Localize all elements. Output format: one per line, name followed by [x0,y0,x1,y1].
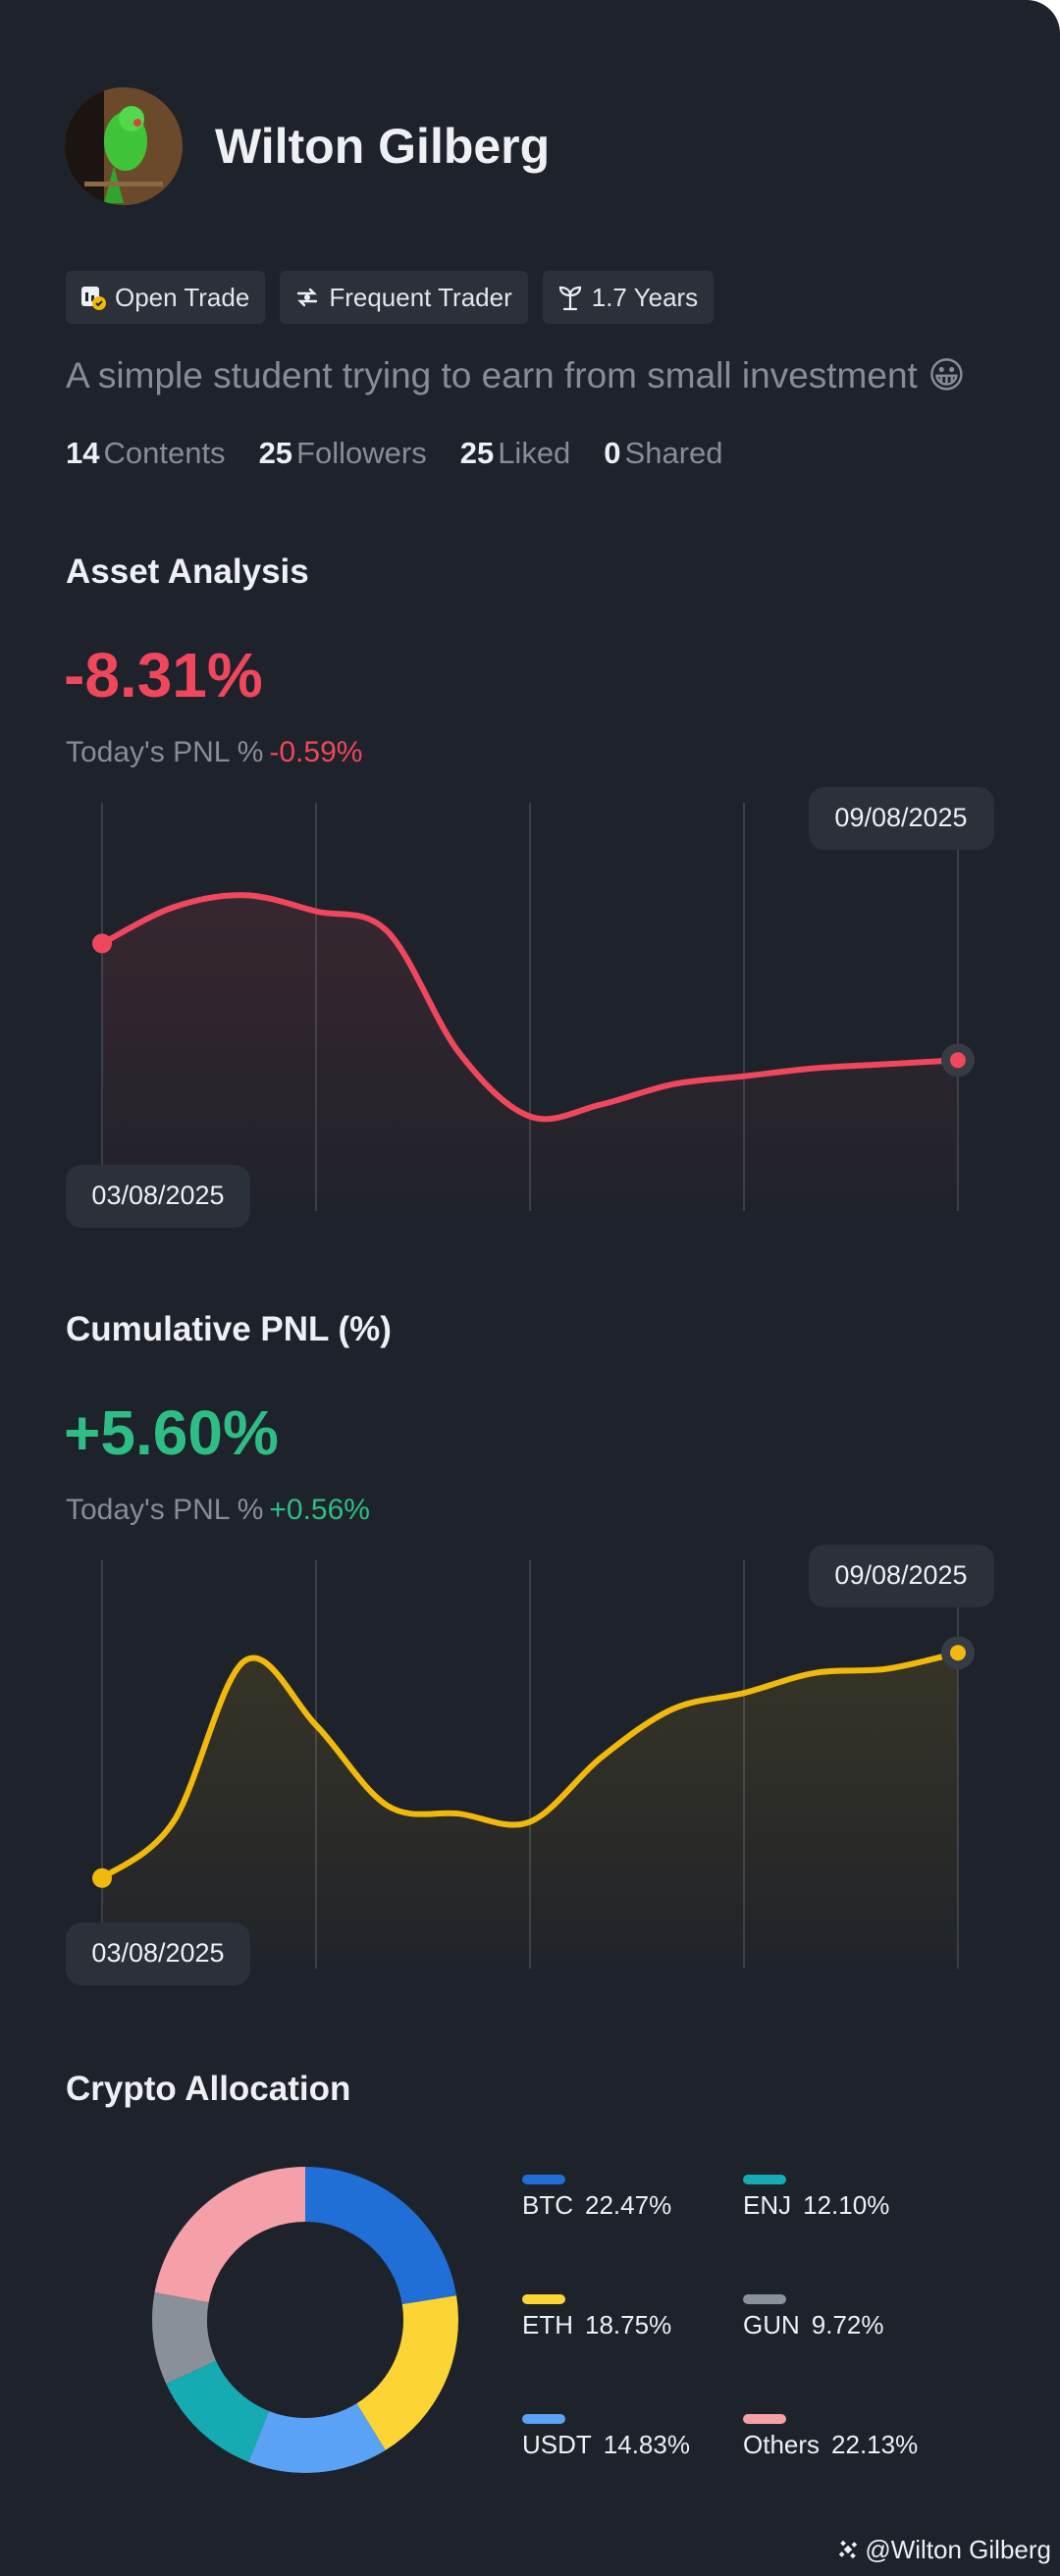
stat-count: 25 [459,436,495,470]
section-title: Cumulative PNL (%) [66,1310,392,1348]
end-point [950,1052,966,1069]
pnl-value: -0.59% [269,736,363,768]
section-title: Crypto Allocation [66,2070,351,2108]
legend-swatch [522,2294,565,2304]
stat-count: 0 [604,436,621,470]
pnl-label: Today's PNL % [66,1494,264,1526]
date-label: 03/08/2025 [91,1938,224,1968]
donut-segment [248,2403,386,2473]
stat: 0 Shared [604,435,722,472]
stat-label: Liked [498,436,571,470]
badge-label: 1.7 Years [591,282,699,312]
legend-item: GUN 9.72% [743,2310,884,2339]
legend-item: USDT 14.83% [522,2430,690,2459]
stat: 25 Followers [259,435,427,472]
line-chart: 03/08/2025 09/08/2025 [66,787,994,1228]
donut-segment [166,2360,269,2462]
watermark-text: @Wilton Gilberg [865,2535,1051,2564]
legend-name: ETH [522,2310,573,2339]
stats: 14 Contents 25 Followers 25 Liked 0 Shared [66,435,723,472]
badge-label: Open Trade [115,282,250,312]
end-point [950,1645,966,1661]
badge-label: Frequent Trader [329,282,512,312]
badge-icon [558,286,581,311]
legend-swatch [743,2294,786,2304]
area [102,1653,958,1967]
legend-name: GUN [743,2310,800,2339]
pnl-row: Today's PNL % +0.56% [66,1493,370,1528]
legend-value: 12.10% [803,2190,889,2220]
badge: Open Trade [66,271,266,324]
watermark-icon [839,2540,858,2559]
badge-icon [297,288,318,307]
pnl-row: Today's PNL % -0.59% [66,735,362,770]
date-badge [809,1545,994,1607]
line [99,1650,961,1881]
start-point [92,1867,112,1888]
donut-segment [154,2167,305,2303]
badge-icon [81,287,106,310]
badge: 1.7 Years [542,271,715,324]
stat-count: 25 [258,436,293,470]
legend-item: Others 22.13% [743,2430,918,2459]
date-label: 09/08/2025 [834,1560,967,1590]
badges: Open Trade Frequent Trader 1.7 Years [66,271,715,324]
legend-item: ENJ 12.10% [743,2190,889,2220]
donut-segment [305,2167,457,2305]
legend-value: 18.75% [585,2310,671,2339]
date-label: 03/08/2025 [91,1181,224,1210]
user-name: Wilton Gilberg [215,119,551,174]
line-chart: 03/08/2025 09/08/2025 [66,1545,994,1985]
legend-value: 14.83% [604,2430,690,2459]
legend-swatch [743,2414,786,2424]
legend-name: ENJ [743,2190,791,2220]
stat: 14 Contents [66,435,226,472]
date-label: 09/08/2025 [834,803,967,832]
stat-count: 14 [66,436,100,470]
date-badge [66,1922,250,1985]
stat: 25 Liked [460,435,571,472]
legend-swatch [743,2175,786,2184]
cumulative-pnl-section: Cumulative PNL (%) +5.60% Today's PNL % +… [0,1288,1060,2014]
legend-value: 22.13% [831,2430,918,2459]
area [102,895,958,1209]
badge: Frequent Trader [280,271,528,324]
avatar [65,87,183,205]
pnl-value: +0.56% [269,1494,370,1526]
date-badge [809,787,994,850]
legend-value: 9.72% [812,2310,884,2339]
section-title: Asset Analysis [66,552,309,591]
stat-label: Followers [296,436,427,470]
legend-name: Others [743,2430,820,2459]
pnl-label: Today's PNL % [66,736,264,768]
legend-item: ETH 18.75% [522,2310,671,2339]
donut-segment [356,2295,459,2450]
legend-name: USDT [522,2430,592,2459]
legend-item: BTC 22.47% [522,2190,671,2220]
headline-value: -8.31% [64,640,263,710]
start-point [92,933,112,954]
asset-analysis-section: Asset Analysis -8.31% Today's PNL % -0.59… [0,530,1060,1256]
date-badge [66,1165,250,1228]
bio: A simple student trying to earn from sma… [66,355,966,395]
legend-swatch [522,2175,565,2184]
donut-chart: BTC 22.47% ETH 18.75% USDT 14.83% ENJ 12.10% GUN… [152,2167,918,2473]
donut-segment [152,2292,217,2385]
legend-name: BTC [522,2190,573,2220]
stat-label: Shared [624,436,723,470]
legend-value: 22.47% [585,2190,671,2220]
legend-swatch [522,2414,565,2424]
watermark: @Wilton Gilberg [835,2534,1051,2565]
stat-label: Contents [103,436,226,470]
headline-value: +5.60% [64,1397,279,1468]
line [99,892,961,1123]
